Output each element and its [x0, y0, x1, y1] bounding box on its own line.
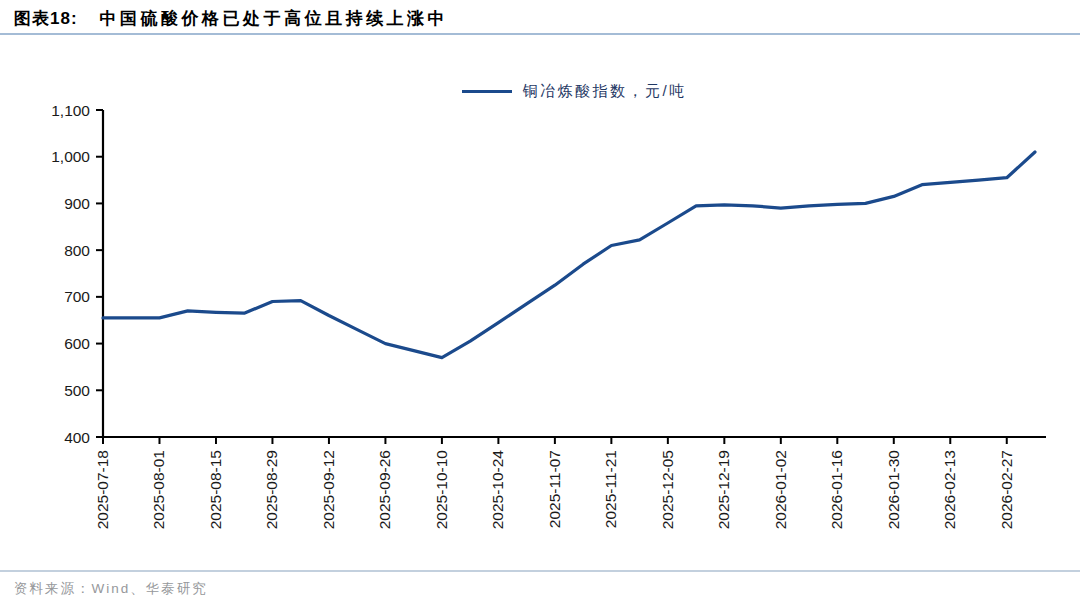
y-tick-label: 400: [64, 429, 90, 446]
price-line-chart: 400 500 600 700 800 900 1,000 1,100 2025-07-18 20…: [0, 0, 1080, 605]
x-tick-label: 2025-09-26: [376, 450, 393, 529]
footer-rule: [0, 570, 1080, 572]
x-tick-label: 2026-01-16: [828, 450, 845, 529]
report-page: 图表18:中国硫酸价格已处于高位且持续上涨中 铜冶炼酸指数，元/吨 400500…: [0, 0, 1080, 605]
y-tick-label: 600: [64, 335, 90, 352]
x-tick-label: 2025-07-18: [94, 450, 111, 529]
x-tick-label: 2026-02-27: [998, 450, 1015, 529]
x-tick-label: 2025-11-07: [546, 450, 563, 528]
x-tick-label: 2025-12-19: [715, 450, 732, 529]
x-tick-label: 2025-12-05: [659, 450, 676, 529]
y-tick-label: 800: [64, 242, 90, 259]
x-tick-label: 2025-08-29: [263, 450, 280, 529]
y-tick-label: 1,100: [51, 102, 90, 119]
x-tick-label: 2026-01-02: [772, 450, 789, 529]
x-tick-label: 2026-01-30: [885, 450, 902, 530]
x-tick-label: 2025-10-24: [489, 450, 506, 530]
x-tick-label: 2025-11-21: [602, 450, 619, 528]
x-tick-label: 2025-08-01: [150, 450, 167, 529]
y-tick-label: 900: [64, 195, 90, 212]
source-note: 资料来源：Wind、华泰研究: [14, 580, 208, 598]
x-tick-label: 2026-02-13: [941, 450, 958, 529]
x-tick-label: 2025-09-12: [320, 450, 337, 529]
y-tick-label: 700: [64, 288, 90, 305]
x-tick-label: 2025-10-10: [433, 450, 450, 530]
x-tick-label: 2025-08-15: [207, 450, 224, 529]
y-tick-label: 500: [64, 382, 90, 399]
y-tick-label: 1,000: [51, 148, 90, 165]
price-line: [103, 152, 1035, 358]
